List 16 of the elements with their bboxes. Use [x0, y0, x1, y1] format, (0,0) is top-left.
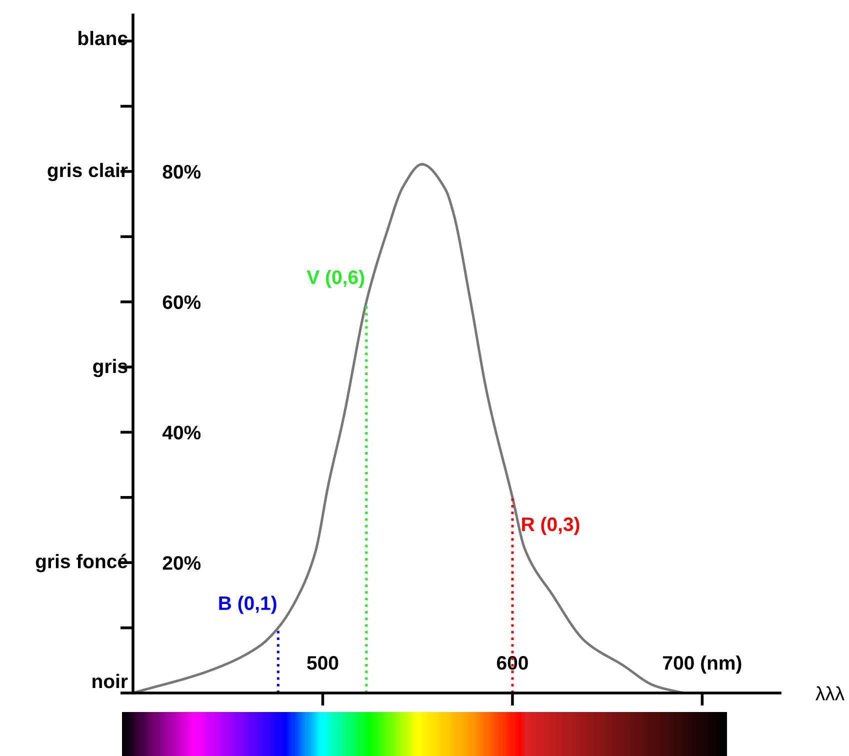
- y-tick-label: 20%: [162, 556, 201, 570]
- x-axis-title: λλλ: [816, 686, 844, 700]
- x-tick-label: 700 (nm): [663, 656, 742, 674]
- text: gris clair: [48, 162, 128, 182]
- text: gris: [93, 358, 128, 378]
- ref-line-label: B (0,1): [219, 596, 276, 614]
- y-tick-label: 80%: [162, 164, 201, 179]
- x-tick-label: 600: [496, 656, 528, 670]
- text: noir: [92, 674, 128, 688]
- y-tick-label: 40%: [162, 426, 201, 440]
- text: gris foncé: [36, 554, 128, 572]
- x-tick-label: 500: [307, 656, 338, 670]
- y-tick-label: 60%: [162, 295, 201, 310]
- ref-line-label: R (0,3): [522, 516, 580, 535]
- ref-line-label: V (0,6): [306, 270, 364, 288]
- text: blanc: [78, 30, 128, 46]
